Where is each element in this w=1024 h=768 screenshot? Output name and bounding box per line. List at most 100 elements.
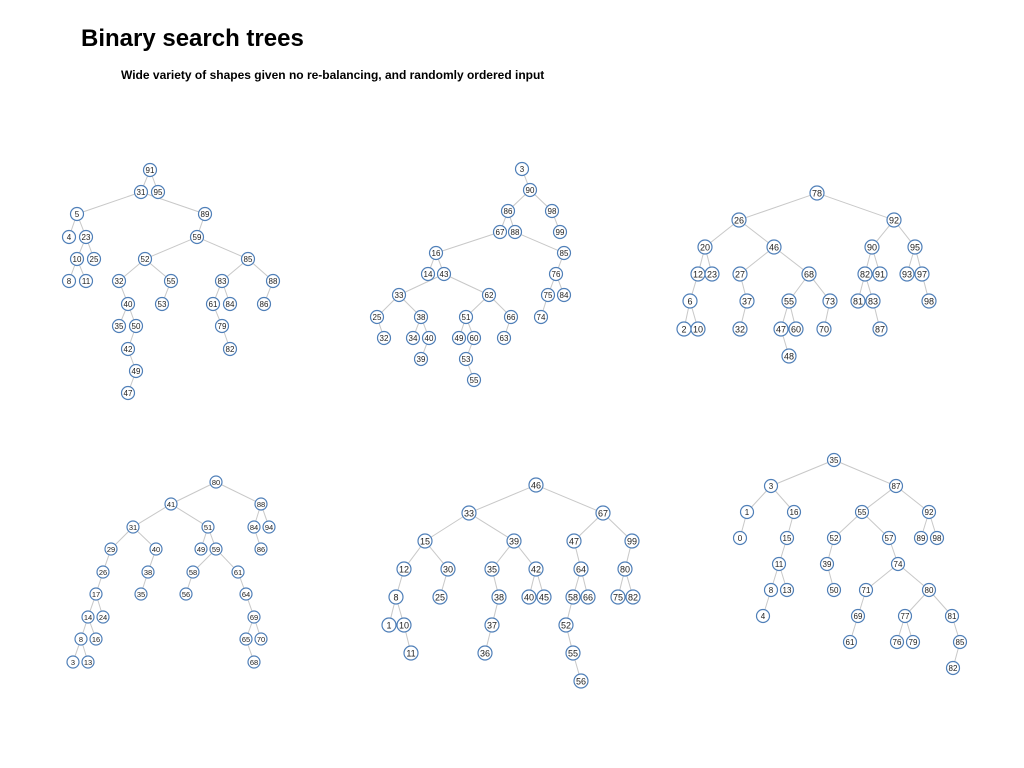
tree-node: 77 — [897, 608, 913, 624]
node-circle — [865, 293, 881, 309]
node-label: 55 — [167, 277, 176, 286]
node-label: 56 — [576, 677, 586, 687]
node-label: 99 — [627, 537, 637, 547]
node-circle — [388, 589, 404, 605]
node-label: 36 — [480, 649, 490, 659]
tree-node: 80 — [209, 475, 223, 489]
node-circle — [528, 477, 544, 493]
node-circle — [111, 318, 127, 334]
tree-edge — [828, 570, 833, 584]
node-circle — [413, 351, 429, 367]
tree-edge — [422, 343, 428, 354]
node-circle — [850, 608, 866, 624]
tree-node: 42 — [528, 561, 544, 577]
node-circle — [514, 161, 530, 177]
tree-node: 61 — [842, 634, 858, 650]
node-circle — [690, 321, 706, 337]
node-label: 15 — [783, 534, 792, 543]
node-label: 33 — [464, 509, 474, 519]
tree-node: 52 — [558, 617, 574, 633]
tree-node: 25 — [369, 309, 385, 325]
tree-edge — [530, 575, 535, 591]
tree-node: 40 — [149, 542, 163, 556]
tree-edge — [114, 530, 130, 546]
node-circle — [461, 505, 477, 521]
node-circle — [566, 533, 582, 549]
node-circle — [126, 520, 140, 534]
node-label: 92 — [925, 508, 934, 517]
tree-node: 8 — [74, 632, 88, 646]
tree-edge — [176, 484, 211, 502]
tree-node: 53 — [154, 296, 170, 312]
node-label: 55 — [470, 376, 479, 385]
node-label: 31 — [137, 188, 146, 197]
tree-edge — [129, 354, 135, 366]
tree-node: 67 — [492, 224, 508, 240]
node-circle — [854, 504, 870, 520]
node-circle — [548, 266, 564, 282]
node-circle — [888, 478, 904, 494]
node-circle — [142, 162, 158, 178]
tree-node: 39 — [413, 351, 429, 367]
tree-edge — [619, 575, 624, 591]
tree-node: 69 — [247, 610, 261, 624]
node-circle — [222, 341, 238, 357]
tree-node: 60 — [466, 330, 482, 346]
tree-node: 85 — [556, 245, 572, 261]
node-label: 5 — [75, 210, 80, 219]
tree-edge — [706, 253, 711, 268]
tree-edge — [859, 596, 865, 610]
tree-node: 56 — [573, 673, 589, 689]
tree-edge — [851, 622, 857, 636]
tree-edge — [764, 596, 770, 610]
node-label: 49 — [197, 545, 205, 554]
tree-node: 39 — [506, 533, 522, 549]
tree-node: 48 — [781, 348, 797, 364]
node-label: 57 — [885, 534, 894, 543]
node-circle — [763, 582, 779, 598]
tree-edge — [574, 575, 580, 591]
tree-node: 86 — [256, 296, 272, 312]
tree-node: 5 — [69, 206, 85, 222]
node-label: 50 — [132, 322, 141, 331]
node-label: 53 — [158, 300, 167, 309]
node-circle — [781, 293, 797, 309]
node-label: 48 — [784, 352, 794, 362]
tree-node: 24 — [96, 610, 110, 624]
tree-node: 32 — [111, 273, 127, 289]
node-label: 11 — [775, 560, 784, 569]
node-label: 20 — [700, 243, 710, 253]
node-label: 61 — [846, 638, 855, 647]
node-label: 98 — [933, 534, 942, 543]
tree-edge — [866, 516, 885, 534]
node-label: 59 — [193, 233, 202, 242]
node-circle — [254, 497, 268, 511]
tree-node: 31 — [126, 520, 140, 534]
tree-node: 10 — [69, 251, 85, 267]
node-circle — [466, 372, 482, 388]
node-circle — [773, 321, 789, 337]
tree-node: 47 — [120, 385, 136, 401]
tree-edge — [187, 577, 192, 589]
node-circle — [500, 203, 516, 219]
tree-node: 11 — [403, 645, 419, 661]
node-label: 39 — [509, 537, 519, 547]
node-circle — [78, 273, 94, 289]
tree-edge — [780, 570, 786, 584]
node-circle — [624, 533, 640, 549]
node-label: 89 — [917, 534, 926, 543]
tree-node: 66 — [580, 589, 596, 605]
node-circle — [133, 184, 149, 200]
tree-edge — [407, 546, 422, 564]
tree-edge — [209, 532, 215, 544]
tree-node: 55 — [854, 504, 870, 520]
tree-node: 34 — [405, 330, 421, 346]
node-circle — [921, 504, 937, 520]
node-circle — [209, 542, 223, 556]
tree-node: 52 — [137, 251, 153, 267]
tree-node: 92 — [886, 212, 902, 228]
tree-node: 33 — [391, 287, 407, 303]
node-circle — [872, 321, 888, 337]
node-label: 55 — [858, 508, 867, 517]
